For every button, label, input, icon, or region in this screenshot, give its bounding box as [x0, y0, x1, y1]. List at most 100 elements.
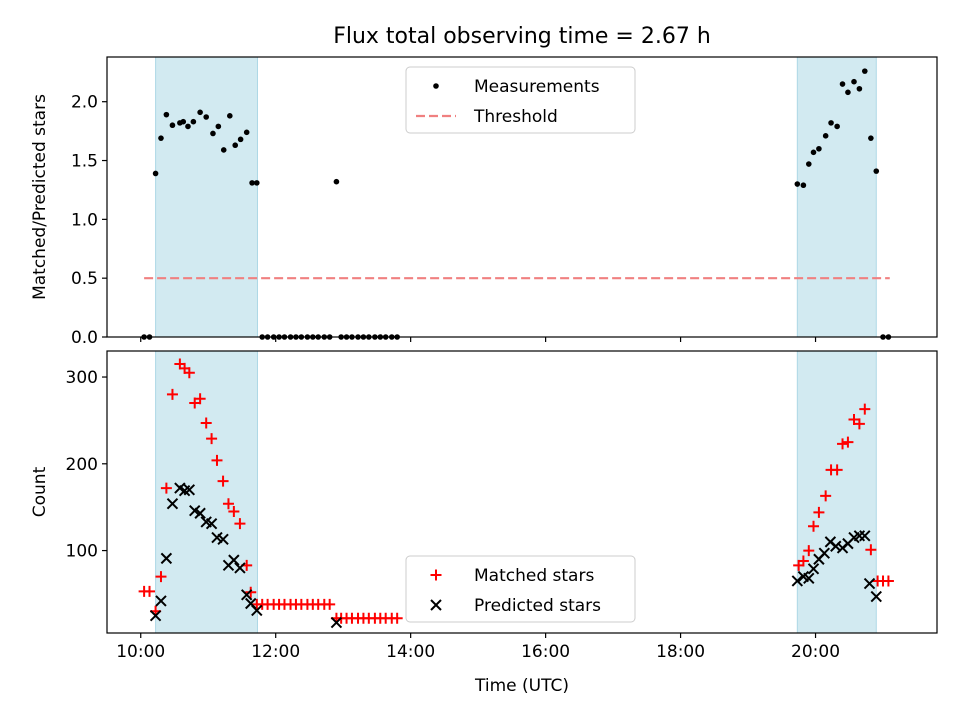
data-point — [822, 133, 829, 139]
data-point — [211, 454, 223, 466]
data-point — [155, 571, 167, 583]
data-point — [882, 575, 894, 587]
legend-entry: Matched stars — [430, 566, 594, 586]
x-tick-label: 16:00 — [521, 642, 570, 662]
y-tick-label: 0.5 — [71, 269, 98, 289]
data-point — [820, 490, 832, 502]
data-point — [254, 180, 260, 186]
series-predicted-stars — [149, 482, 882, 629]
data-point — [810, 149, 817, 156]
y-axis-label: Matched/Predicted stars — [30, 94, 50, 300]
chart-title: Flux total observing time = 2.67 h — [333, 24, 711, 49]
data-point — [160, 552, 173, 565]
data-point — [837, 438, 849, 450]
data-point — [185, 123, 191, 130]
x-tick-label: 18:00 — [656, 642, 705, 662]
data-point — [158, 135, 164, 141]
data-point — [853, 418, 865, 430]
data-point — [222, 498, 234, 510]
x-axis-label: Time (UTC) — [474, 676, 569, 696]
series-matched-stars — [138, 358, 894, 624]
data-point — [816, 145, 822, 152]
legend-label: Predicted stars — [474, 596, 601, 616]
y-tick-label: 2.0 — [71, 93, 98, 113]
data-point — [803, 545, 815, 557]
data-point — [807, 563, 820, 575]
x-tick-label: 10:00 — [116, 642, 165, 662]
data-point — [163, 111, 170, 118]
data-point — [859, 530, 871, 542]
data-point — [217, 533, 229, 545]
data-point — [149, 609, 162, 622]
plot-frame — [106, 56, 938, 338]
count-panel: 10:00 12:00 14:00 16:00 18:00 20:00 100 200 300 C… — [30, 350, 938, 662]
data-point — [190, 118, 197, 125]
data-point — [144, 585, 156, 597]
data-point — [217, 475, 229, 487]
data-point — [166, 498, 179, 510]
observing-window-1 — [796, 56, 877, 338]
y-tick-label: 100 — [66, 542, 98, 562]
observing-window-0 — [155, 56, 258, 338]
legend-swatch — [430, 599, 442, 611]
data-point — [234, 518, 246, 530]
data-point — [249, 180, 255, 186]
y-tick-label: 0.0 — [71, 328, 98, 348]
data-point — [865, 544, 877, 556]
y-axis-label: Count — [30, 466, 50, 517]
legend-label: Matched stars — [474, 566, 594, 586]
legend-box — [405, 555, 636, 623]
data-point — [808, 520, 820, 532]
data-point — [845, 89, 851, 96]
legend-swatch — [433, 83, 439, 89]
data-point — [227, 113, 233, 119]
data-point — [200, 417, 212, 429]
data-point — [797, 555, 809, 567]
data-point — [220, 147, 227, 153]
data-point — [330, 616, 343, 629]
y-tick-label: 200 — [66, 455, 98, 475]
data-point — [794, 181, 801, 187]
data-point — [834, 123, 840, 130]
y-tick-label: 300 — [66, 368, 98, 388]
data-point — [234, 562, 246, 574]
legend-label: Measurements — [474, 77, 600, 97]
data-point — [391, 612, 403, 624]
data-point — [203, 114, 209, 120]
y-tick-label: 1.5 — [71, 152, 98, 172]
data-point — [813, 506, 825, 518]
data-point — [183, 484, 196, 496]
data-point — [859, 403, 871, 415]
data-point — [800, 182, 807, 189]
data-point — [839, 81, 846, 87]
data-point — [160, 482, 172, 494]
data-point — [194, 507, 206, 519]
data-point — [861, 68, 868, 74]
data-point — [194, 393, 206, 405]
data-point — [245, 586, 257, 598]
data-point — [197, 109, 203, 116]
data-point — [228, 506, 240, 518]
data-point — [251, 604, 263, 617]
data-point — [210, 130, 216, 137]
data-point — [828, 120, 834, 126]
data-point — [205, 517, 218, 530]
data-point — [856, 85, 863, 92]
observing-window-1 — [796, 350, 877, 634]
data-point — [183, 367, 195, 379]
data-point — [791, 575, 804, 587]
y-tick-label: 1.0 — [71, 210, 98, 230]
data-point — [169, 122, 176, 129]
data-point — [803, 572, 815, 585]
data-point — [333, 178, 340, 185]
legend-box — [405, 66, 636, 134]
data-point — [868, 135, 874, 141]
data-point — [842, 436, 854, 448]
data-point — [805, 161, 812, 167]
data-point — [818, 547, 831, 559]
data-point — [324, 598, 336, 610]
legend: Matched stars Predicted stars — [405, 555, 636, 623]
data-point — [851, 78, 857, 85]
data-point — [206, 433, 218, 445]
legend-label: Threshold — [473, 107, 558, 127]
